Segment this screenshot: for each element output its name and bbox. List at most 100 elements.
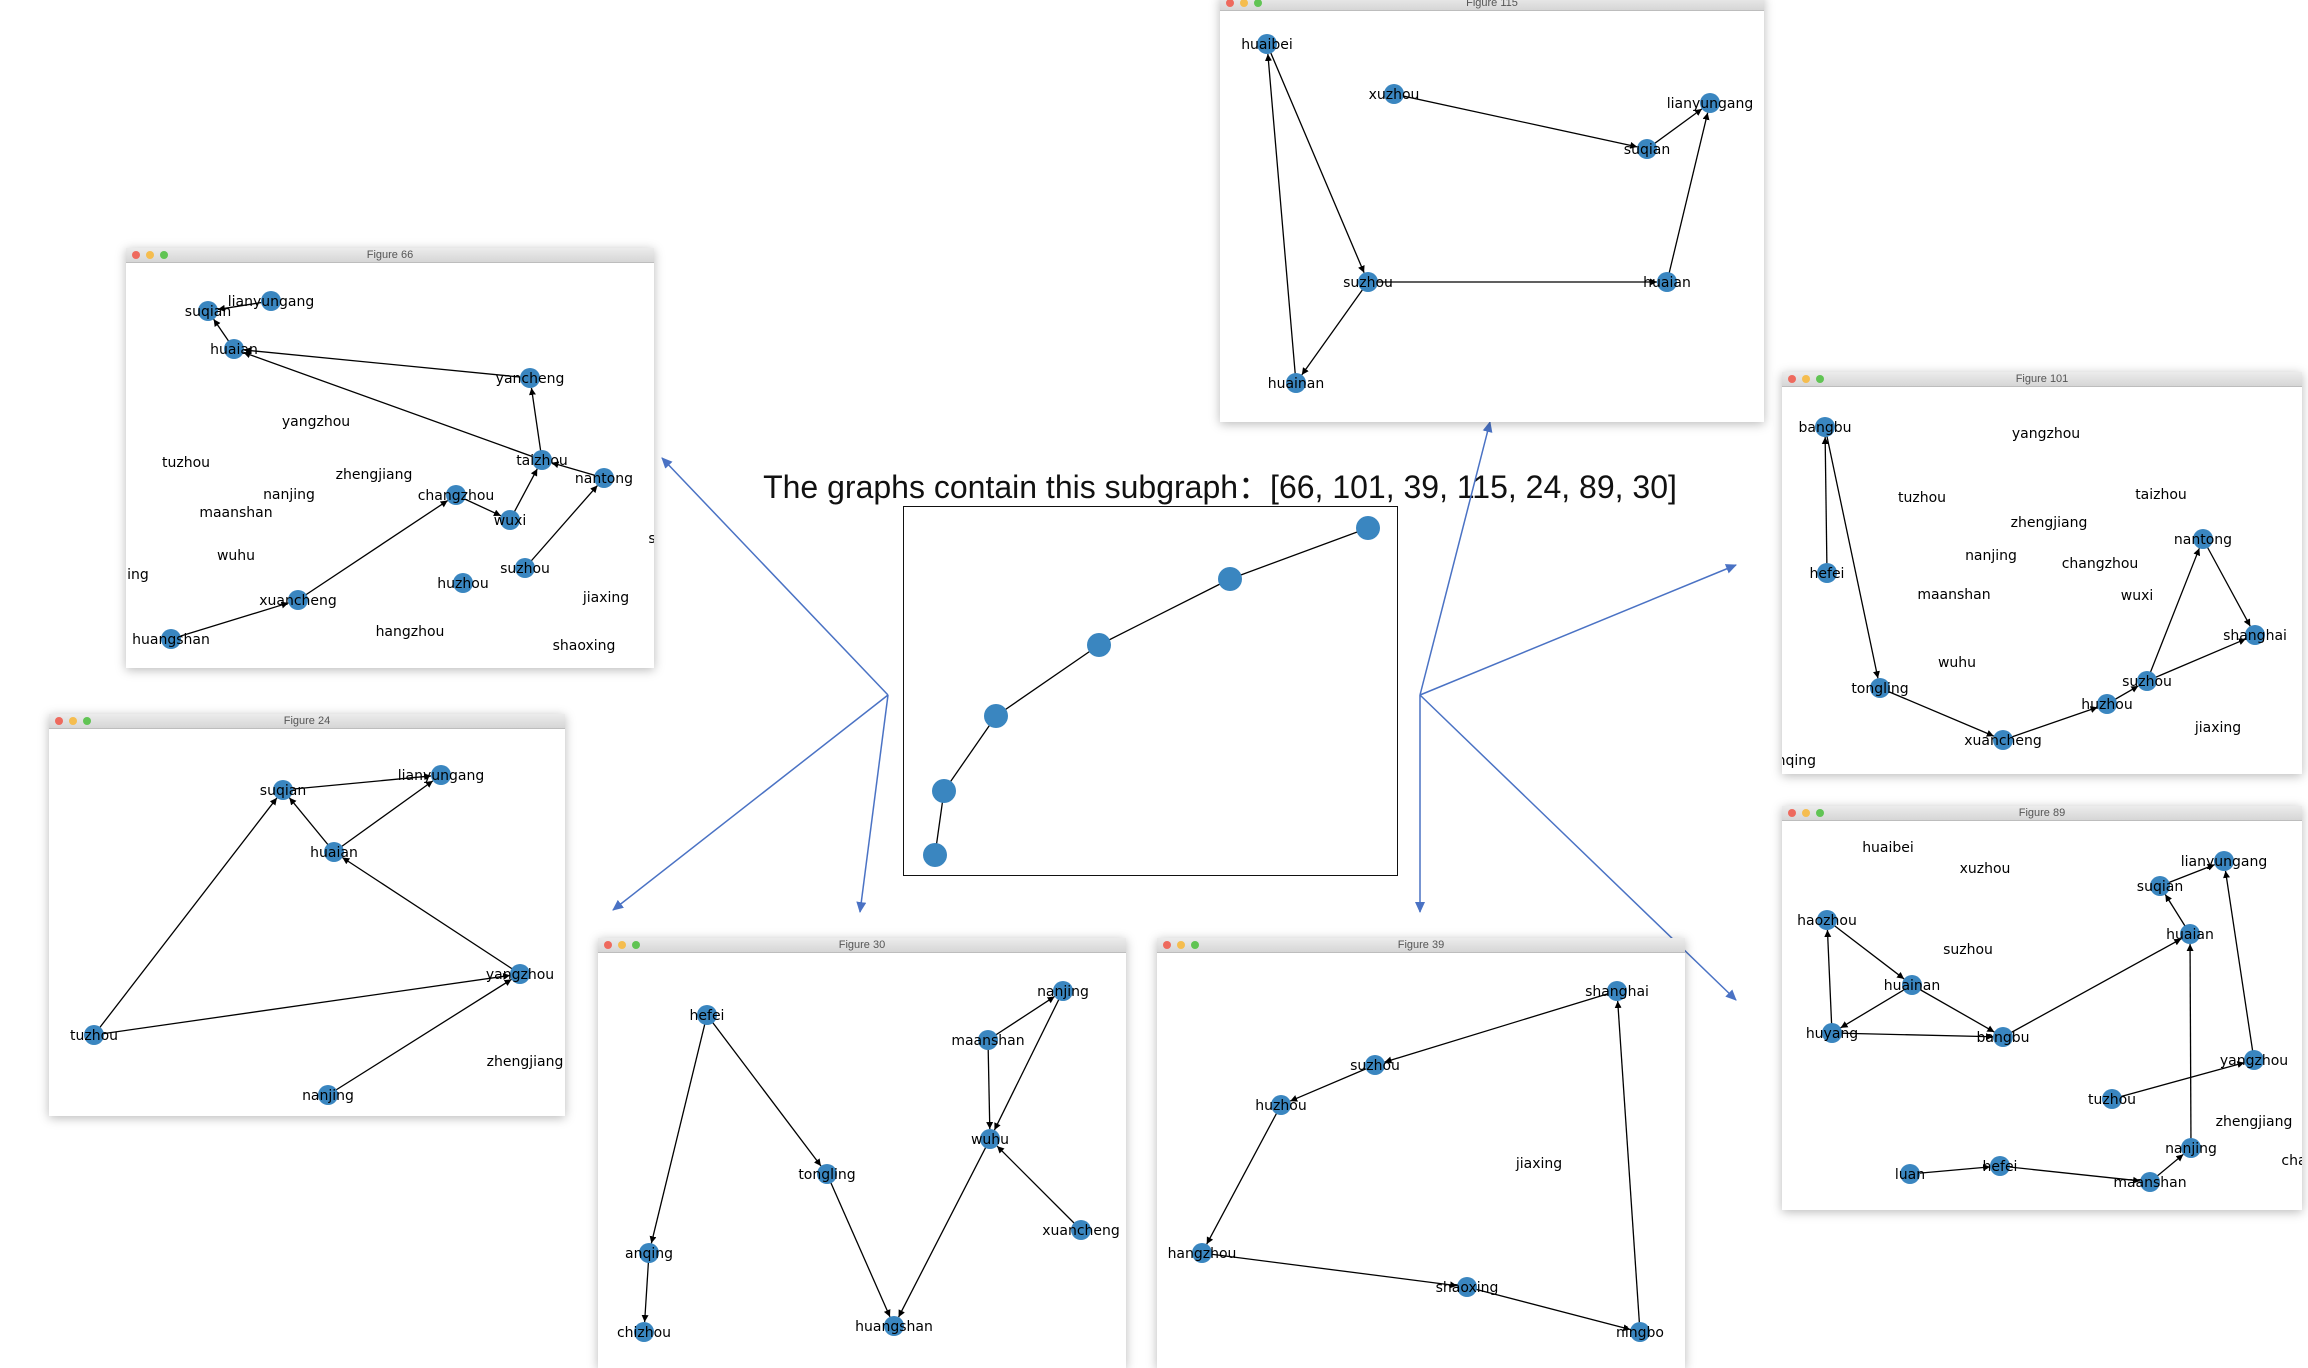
graph-node bbox=[1817, 910, 1837, 930]
isolated-node-label: cha bbox=[2281, 1153, 2302, 1169]
maximize-icon[interactable] bbox=[1816, 809, 1824, 817]
graph-labels: bangbu hefei nantong shanghai suzhou huzhou xu… bbox=[1782, 420, 2287, 769]
node-label: xuancheng bbox=[259, 593, 337, 609]
minimize-icon[interactable] bbox=[69, 717, 77, 725]
window-titlebar[interactable]: Figure 39 bbox=[1157, 938, 1685, 953]
graph-node bbox=[697, 1005, 717, 1025]
graph-edge bbox=[826, 1173, 891, 1318]
window-titlebar[interactable]: Figure 89 bbox=[1782, 806, 2302, 821]
minimize-icon[interactable] bbox=[146, 251, 154, 259]
figure-title: Figure 39 bbox=[1397, 939, 1445, 951]
page-title: The graphs contain this subgraph：[66, 10… bbox=[763, 469, 1677, 505]
graph-node bbox=[1630, 1322, 1650, 1342]
subgraph-node bbox=[1356, 516, 1380, 540]
graph-node bbox=[1192, 1243, 1212, 1263]
arrow-to-figure-101 bbox=[1419, 564, 1737, 696]
node-label: suqian bbox=[185, 304, 231, 320]
close-icon[interactable] bbox=[1788, 809, 1796, 817]
node-label: huaibei bbox=[1241, 37, 1293, 53]
graph-node bbox=[446, 485, 466, 505]
isolated-node-label: jiaxing bbox=[2194, 720, 2241, 736]
graph-node bbox=[1457, 1277, 1477, 1297]
isolated-node-label: jiaxing bbox=[1515, 1156, 1562, 1172]
close-icon[interactable] bbox=[1226, 0, 1234, 7]
graph-edge bbox=[987, 995, 1055, 1041]
node-label: nantong bbox=[2174, 532, 2232, 548]
graph-node bbox=[1053, 981, 1073, 1001]
graph-node bbox=[84, 1025, 104, 1045]
graph-node bbox=[1902, 975, 1922, 995]
figure-title: Figure 89 bbox=[2018, 807, 2066, 819]
node-label: xuzhou bbox=[1369, 87, 1420, 103]
isolated-node-label: zhengjiang bbox=[487, 1054, 564, 1070]
graph-edge bbox=[1824, 426, 1880, 679]
graph-edge bbox=[1266, 43, 1365, 274]
close-icon[interactable] bbox=[604, 941, 612, 949]
window-titlebar[interactable]: Figure 24 bbox=[49, 714, 565, 729]
graph-edges bbox=[1821, 426, 2251, 741]
subgraph-nodes bbox=[923, 516, 1380, 867]
minimize-icon[interactable] bbox=[1802, 809, 1810, 817]
subgraph-node bbox=[1087, 633, 1111, 657]
graph-node bbox=[318, 1085, 338, 1105]
maximize-icon[interactable] bbox=[1816, 375, 1824, 383]
window-titlebar[interactable]: Figure 30 bbox=[598, 938, 1126, 953]
maximize-icon[interactable] bbox=[632, 941, 640, 949]
maximize-icon[interactable] bbox=[1191, 941, 1199, 949]
graph-labels: lianyungang suqian haozhou huaian huainan huy… bbox=[1797, 840, 2302, 1191]
graph-edge bbox=[297, 499, 449, 601]
graph-edges bbox=[641, 990, 1082, 1323]
figure-24-window: Figure 24 suqian lianyungang huaian yangzho… bbox=[49, 714, 565, 1116]
maximize-icon[interactable] bbox=[1254, 0, 1262, 7]
maximize-icon[interactable] bbox=[83, 717, 91, 725]
graph-labels: suqian lianyungang huaian yangzhou tuzhou nan… bbox=[70, 768, 563, 1116]
node-label: huyang bbox=[1806, 1026, 1858, 1042]
graph-edge bbox=[333, 780, 434, 853]
graph-node bbox=[2180, 924, 2200, 944]
graph-node bbox=[288, 590, 308, 610]
window-titlebar[interactable]: Figure 115 bbox=[1220, 0, 1764, 11]
graph-node bbox=[515, 558, 535, 578]
minimize-icon[interactable] bbox=[1240, 0, 1248, 7]
close-icon[interactable] bbox=[132, 251, 140, 259]
minimize-icon[interactable] bbox=[1802, 375, 1810, 383]
graph-edge bbox=[897, 1138, 991, 1318]
arrow-to-figure-30 bbox=[856, 694, 889, 913]
isolated-node-label: zhengjiang bbox=[336, 467, 413, 483]
graph-node bbox=[510, 964, 530, 984]
minimize-icon[interactable] bbox=[1177, 941, 1185, 949]
node-label: hefei bbox=[690, 1008, 725, 1024]
window-titlebar[interactable]: Figure 101 bbox=[1782, 372, 2302, 387]
isolated-node-label: suzhou bbox=[1943, 942, 1993, 958]
isolated-node-label: tuzhou bbox=[1898, 490, 1946, 506]
subgraph-edge bbox=[995, 644, 1100, 717]
maximize-icon[interactable] bbox=[160, 251, 168, 259]
graph-edge bbox=[2002, 938, 2182, 1038]
figure-title: Figure 24 bbox=[283, 715, 331, 727]
close-icon[interactable] bbox=[1788, 375, 1796, 383]
graph-node bbox=[2193, 529, 2213, 549]
graph-edge bbox=[1393, 93, 1638, 149]
node-label: nanjing bbox=[2165, 1141, 2217, 1157]
node-label: shanghai bbox=[2223, 628, 2287, 644]
graph-edge bbox=[2146, 548, 2201, 682]
figure-115-window: Figure 115 huaibei xuzhou lianyungang suqia… bbox=[1220, 0, 1764, 422]
node-label: bangbu bbox=[1799, 420, 1852, 436]
graph-node bbox=[1365, 1055, 1385, 1075]
graph-node bbox=[884, 1316, 904, 1336]
graph-edge bbox=[641, 1252, 650, 1323]
graph-node bbox=[1271, 1095, 1291, 1115]
close-icon[interactable] bbox=[1163, 941, 1171, 949]
graph-node bbox=[639, 1243, 659, 1263]
graph-node bbox=[2214, 851, 2234, 871]
figure-title: Figure 101 bbox=[2015, 373, 2069, 385]
graph-node bbox=[1384, 84, 1404, 104]
window-titlebar[interactable]: Figure 66 bbox=[126, 248, 654, 263]
node-label: huzhou bbox=[2081, 697, 2132, 713]
graph-node bbox=[1607, 981, 1627, 1001]
close-icon[interactable] bbox=[55, 717, 63, 725]
minimize-icon[interactable] bbox=[618, 941, 626, 949]
node-label: wuhu bbox=[971, 1132, 1009, 1148]
subgraph-node bbox=[923, 843, 947, 867]
graph-edge bbox=[1824, 929, 1833, 1034]
